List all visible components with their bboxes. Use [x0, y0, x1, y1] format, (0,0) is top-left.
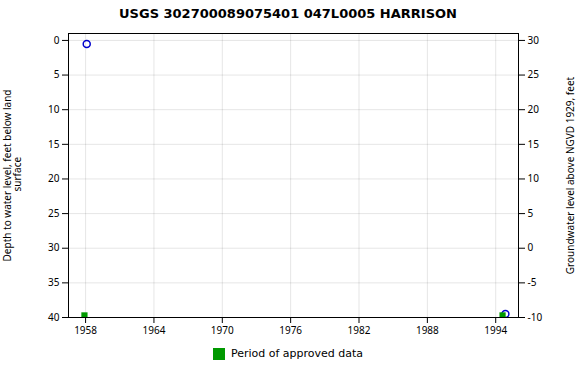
svg-text:Depth to water level, feet bel: Depth to water level, feet below land su…	[0, 90, 24, 262]
html-text:USGS 302700089075401 047L0005: USGS 302700089075401 047L0005 HARRISON	[119, 6, 457, 21]
svg-text:0: 0	[54, 33, 60, 47]
svg-text:15: 15	[48, 137, 60, 151]
svg-text:1982: 1982	[348, 323, 371, 337]
svg-text:30: 30	[528, 33, 540, 47]
svg-text:1958: 1958	[74, 323, 97, 337]
svg-text:10: 10	[528, 171, 540, 185]
svg-text:25: 25	[528, 67, 540, 81]
svg-text:1988: 1988	[416, 323, 439, 337]
svg-text:5: 5	[54, 67, 60, 81]
svg-text:1994: 1994	[484, 323, 507, 337]
svg-text:Groundwater level above NGVD 1: Groundwater level above NGVD 1929, feet	[563, 76, 576, 274]
svg-text:30: 30	[48, 240, 60, 254]
svg-text:1970: 1970	[211, 323, 234, 337]
svg-text:1964: 1964	[142, 323, 165, 337]
svg-text:1976: 1976	[279, 323, 302, 337]
svg-text:35: 35	[48, 275, 60, 289]
svg-text:20: 20	[48, 171, 60, 185]
svg-text:15: 15	[528, 137, 540, 151]
svg-text:25: 25	[48, 206, 60, 220]
svg-text:10: 10	[48, 102, 60, 116]
svg-text:-10: -10	[528, 310, 543, 324]
html-text:Period of approved data: Period of approved data	[230, 347, 364, 360]
svg-text:40: 40	[48, 310, 60, 324]
svg-text:5: 5	[528, 206, 534, 220]
svg-text:-5: -5	[528, 275, 537, 289]
svg-text:0: 0	[528, 240, 534, 254]
svg-text:20: 20	[528, 102, 540, 116]
